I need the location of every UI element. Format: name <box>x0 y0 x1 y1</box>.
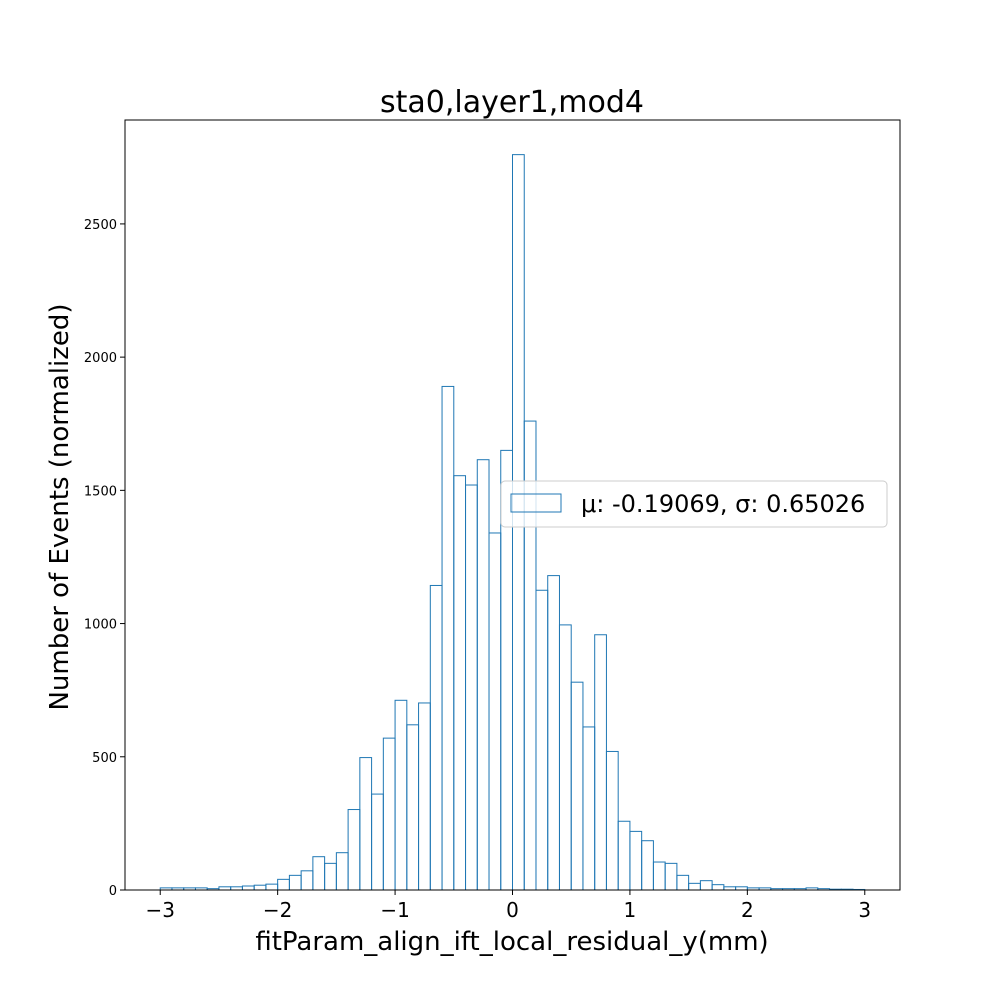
y-tick-label: 2500 <box>84 218 117 233</box>
legend-swatch <box>510 493 562 513</box>
legend-label: μ: -0.19069, σ: 0.65026 <box>581 490 865 518</box>
y-tick-label: 1500 <box>84 484 117 499</box>
legend: μ: -0.19069, σ: 0.65026 <box>500 480 888 528</box>
x-tick-label: −1 <box>380 898 409 922</box>
y-axis-ticks: 0 500 1000 1500 2000 2500 <box>84 218 125 899</box>
x-tick-label: 1 <box>624 898 637 922</box>
x-tick-label: −2 <box>263 898 292 922</box>
y-tick-label: 500 <box>92 751 117 766</box>
y-tick-label: 2000 <box>84 351 117 366</box>
chart-title: sta0,layer1,mod4 <box>380 85 644 120</box>
x-axis-label: fitParam_align_ift_local_residual_y(mm) <box>255 927 768 957</box>
y-tick-label: 1000 <box>84 618 117 633</box>
x-tick-label: 0 <box>506 898 519 922</box>
y-tick-label: 0 <box>109 884 117 899</box>
x-tick-label: −3 <box>145 898 174 922</box>
x-axis-ticks: −3 −2 −1 0 1 2 3 <box>145 890 871 922</box>
y-axis-label: Number of Events (normalized) <box>45 303 75 710</box>
x-tick-label: 2 <box>741 898 754 922</box>
x-tick-label: 3 <box>858 898 871 922</box>
legend-frame <box>500 480 888 528</box>
